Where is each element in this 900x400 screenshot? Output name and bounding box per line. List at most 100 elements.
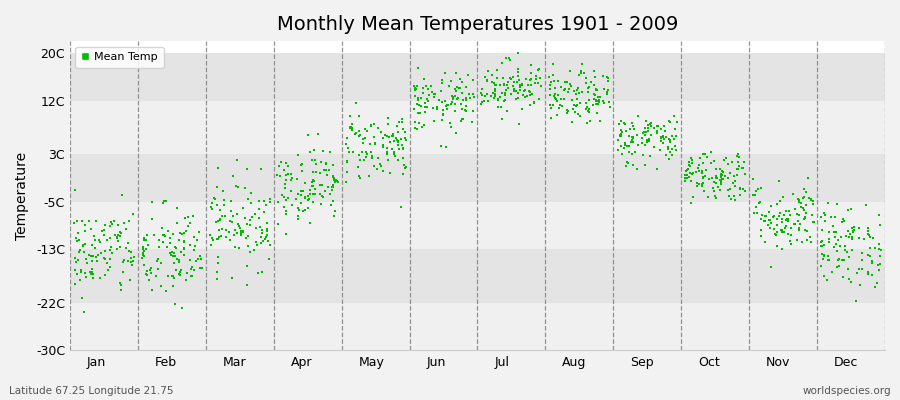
Point: [497, 81, 511, 88]
Point: [596, 72, 610, 79]
Point: [517, 88, 531, 94]
Point: [696, 151, 710, 157]
Point: [770, 201, 784, 207]
Point: [144, 270, 158, 276]
Point: [81, 252, 95, 258]
Point: [117, 220, 131, 227]
Point: [239, 263, 254, 269]
Point: [533, 75, 547, 82]
Point: [557, 79, 572, 86]
Point: [797, 214, 812, 221]
Point: [714, 179, 728, 185]
Point: [255, 227, 269, 234]
Point: [180, 214, 194, 220]
Point: [155, 225, 169, 231]
Point: [593, 118, 608, 124]
Point: [699, 154, 714, 160]
Point: [90, 258, 104, 264]
Point: [323, 202, 338, 208]
Point: [387, 138, 401, 145]
Point: [475, 86, 490, 92]
Point: [175, 231, 189, 237]
Bar: [70, 202, 885, 249]
Point: [664, 133, 679, 140]
Point: [853, 282, 868, 288]
Point: [117, 257, 131, 264]
Point: [846, 229, 860, 236]
Point: [806, 198, 820, 204]
Point: [478, 73, 492, 80]
Point: [566, 106, 580, 112]
Point: [695, 170, 709, 176]
Point: [454, 101, 468, 108]
Point: [192, 228, 206, 235]
Point: [868, 245, 882, 251]
Point: [625, 151, 639, 158]
Point: [665, 152, 680, 158]
Point: [753, 233, 768, 240]
Point: [824, 214, 838, 220]
Point: [654, 138, 669, 145]
Point: [560, 107, 574, 113]
Point: [381, 120, 395, 127]
Point: [408, 85, 422, 92]
Point: [817, 272, 832, 279]
Point: [77, 241, 92, 248]
Point: [188, 243, 202, 250]
Point: [750, 210, 764, 216]
Point: [647, 144, 662, 150]
Point: [657, 136, 671, 142]
Point: [89, 254, 104, 260]
Point: [779, 217, 794, 223]
Point: [367, 120, 382, 127]
Point: [490, 75, 504, 81]
Point: [589, 87, 603, 93]
Point: [663, 138, 678, 145]
Point: [163, 240, 177, 246]
Point: [551, 92, 565, 98]
Point: [186, 267, 201, 274]
Point: [169, 220, 184, 226]
Point: [414, 124, 428, 130]
Point: [319, 167, 333, 174]
Point: [590, 110, 604, 116]
Point: [474, 101, 489, 107]
Point: [652, 146, 667, 153]
Point: [252, 214, 266, 221]
Point: [309, 161, 323, 167]
Point: [544, 105, 558, 111]
Point: [498, 92, 512, 98]
Point: [394, 118, 409, 125]
Point: [414, 103, 428, 110]
Point: [75, 295, 89, 301]
Point: [465, 91, 480, 97]
Point: [619, 143, 634, 149]
Point: [157, 232, 171, 238]
Point: [667, 112, 681, 119]
Point: [110, 246, 124, 252]
Point: [582, 106, 597, 112]
Point: [392, 139, 406, 145]
Point: [137, 262, 151, 268]
Point: [136, 237, 150, 244]
Point: [67, 220, 81, 226]
Point: [327, 173, 341, 180]
Point: [314, 159, 328, 165]
Point: [124, 259, 139, 265]
Point: [339, 168, 354, 175]
Point: [583, 79, 598, 85]
Point: [569, 90, 583, 97]
Point: [839, 233, 853, 239]
Point: [557, 96, 572, 102]
Point: [122, 277, 137, 283]
Point: [381, 157, 395, 164]
Point: [244, 200, 258, 206]
Point: [697, 187, 711, 194]
Point: [444, 124, 458, 130]
Point: [512, 120, 526, 127]
Point: [474, 90, 489, 96]
Point: [410, 126, 425, 133]
Point: [459, 97, 473, 104]
Point: [852, 235, 867, 241]
Point: [119, 245, 133, 252]
